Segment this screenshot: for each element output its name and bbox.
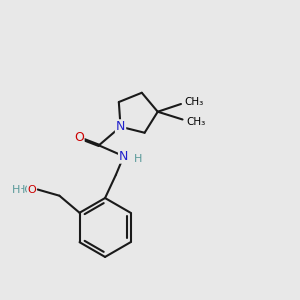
Text: CH₃: CH₃ [186, 117, 206, 127]
Text: H: H [12, 184, 21, 194]
Text: N: N [116, 120, 125, 133]
Text: O: O [74, 131, 84, 144]
Text: N: N [119, 150, 128, 163]
Text: O: O [27, 184, 36, 194]
Text: CH₃: CH₃ [185, 97, 204, 106]
Text: HO: HO [17, 184, 34, 194]
Text: H: H [134, 154, 142, 164]
